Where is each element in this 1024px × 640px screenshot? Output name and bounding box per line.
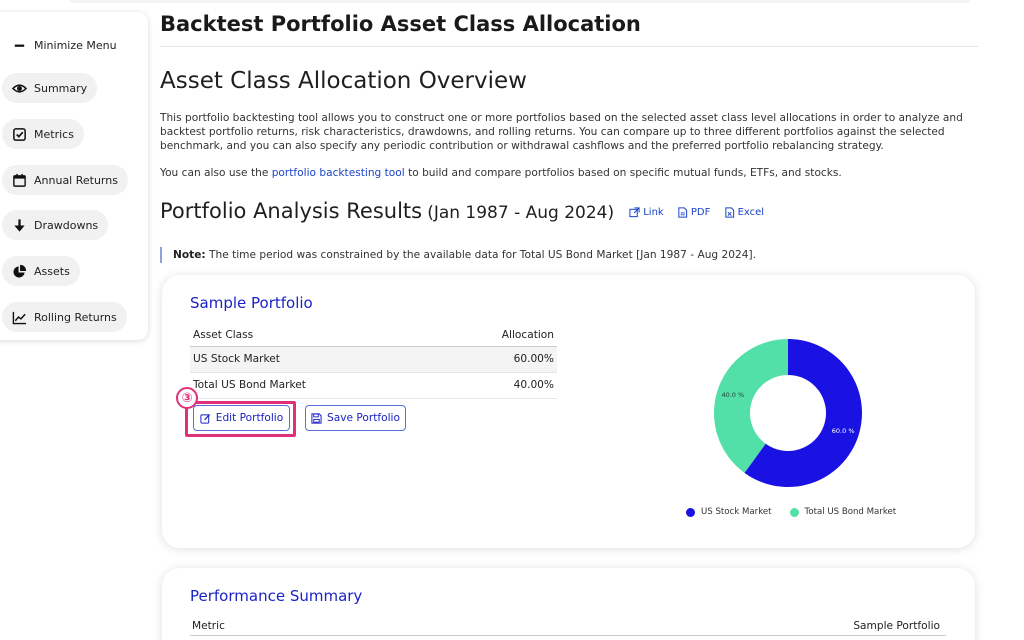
overview-heading: Asset Class Allocation Overview (160, 68, 527, 94)
pdf-file-icon (678, 207, 688, 218)
results-heading: Portfolio Analysis Results (Jan 1987 - A… (160, 199, 774, 223)
sidebar-item-label: Metrics (34, 127, 74, 141)
excel-button[interactable]: Excel (724, 207, 765, 218)
save-icon (311, 412, 322, 424)
col-metric: Metric (192, 620, 225, 632)
portfolio-backtesting-link[interactable]: portfolio backtesting tool (271, 167, 405, 179)
allocation-donut-chart: 60.0 % 40.0 % (714, 339, 862, 487)
sidebar-item-assets[interactable]: Assets (2, 256, 80, 286)
save-portfolio-button[interactable]: Save Portfolio (305, 405, 406, 431)
edit-portfolio-button[interactable]: Edit Portfolio (193, 405, 290, 431)
allocation-cell: 40.00% (436, 372, 557, 399)
tool-paragraph-text: You can also use the (160, 167, 272, 179)
sidebar-item-label: Minimize Menu (34, 38, 117, 52)
edit-button-highlight (185, 401, 296, 437)
link-label: Link (643, 207, 664, 218)
edit-icon (200, 413, 210, 424)
allocation-table: Asset Class Allocation US Stock Market 6… (190, 324, 557, 399)
asset-cell: US Stock Market (190, 346, 437, 373)
checkbox-icon (10, 125, 28, 143)
sidebar-item-label: Annual Returns (34, 173, 118, 187)
results-date-range: (Jan 1987 - Aug 2024) (427, 203, 615, 223)
donut-slice-stock[interactable] (744, 339, 862, 487)
eye-icon (10, 79, 28, 97)
export-links: Link PDF Excel (629, 207, 774, 221)
results-title: Portfolio Analysis Results (160, 199, 423, 223)
table-header-row: Asset Class Allocation (190, 324, 557, 347)
sidebar-item-minimize-menu[interactable]: Minimize Menu (2, 30, 127, 60)
sidebar-item-drawdowns[interactable]: Drawdowns (2, 210, 109, 240)
legend-dot (686, 507, 695, 517)
col-asset-class: Asset Class (190, 324, 437, 347)
pdf-label: PDF (690, 207, 711, 218)
sidebar-item-label: Assets (34, 264, 70, 278)
legend-label: Total US Bond Market (804, 507, 897, 517)
step-marker: ③ (176, 387, 198, 409)
intro-paragraph: This portfolio backtesting tool allows y… (160, 112, 963, 152)
arrow-down-icon (10, 216, 28, 234)
sidebar-menu: Minimize Menu Summary Metrics Annual Ret… (0, 12, 148, 340)
performance-title: Performance Summary (190, 587, 363, 605)
sidebar-item-metrics[interactable]: Metrics (2, 119, 84, 149)
calendar-icon (10, 171, 28, 189)
chart-legend: US Stock Market Total US Bond Market (686, 507, 914, 517)
sidebar-item-label: Summary (34, 81, 88, 95)
link-button[interactable]: Link (629, 207, 664, 218)
col-allocation: Allocation (436, 324, 557, 347)
save-portfolio-label: Save Portfolio (327, 412, 400, 424)
excel-file-icon (724, 207, 734, 218)
donut-slice-bond[interactable] (714, 339, 788, 473)
sidebar-item-annual-returns[interactable]: Annual Returns (2, 165, 128, 195)
table-row: Total US Bond Market 40.00% (190, 372, 557, 399)
sidebar-item-summary[interactable]: Summary (2, 73, 98, 103)
excel-label: Excel (737, 207, 765, 218)
edit-portfolio-label: Edit Portfolio (215, 412, 284, 424)
line-chart-icon (10, 308, 28, 326)
pie-icon (10, 262, 28, 280)
tool-paragraph-text: to build and compare portfolios based on… (404, 167, 842, 179)
legend-item-bond[interactable]: Total US Bond Market (789, 507, 897, 517)
external-link-icon (629, 207, 640, 218)
note-label: Note: (173, 249, 206, 261)
allocation-cell: 60.00% (436, 346, 557, 373)
note-callout: Note: The time period was constrained by… (160, 247, 756, 263)
pdf-button[interactable]: PDF (677, 207, 710, 218)
title-divider (160, 46, 978, 47)
performance-table-header: Metric Sample Portfolio (190, 618, 946, 636)
sidebar-item-rolling-returns[interactable]: Rolling Returns (2, 302, 127, 332)
note-text: The time period was constrained by the a… (205, 249, 756, 261)
asset-cell: Total US Bond Market (190, 372, 437, 399)
portfolio-title: Sample Portfolio (190, 294, 313, 312)
performance-card (162, 568, 975, 640)
top-scroll-strip (70, 0, 970, 3)
page-title: Backtest Portfolio Asset Class Allocatio… (160, 12, 641, 36)
donut-data-label: 40.0 % (721, 391, 744, 399)
legend-dot (789, 507, 799, 517)
sidebar-item-label: Drawdowns (34, 218, 99, 232)
sidebar-item-label: Rolling Returns (34, 310, 117, 324)
table-row: US Stock Market 60.00% (190, 346, 557, 373)
tool-paragraph: You can also use the portfolio backtesti… (160, 166, 970, 180)
col-sample-portfolio: Sample Portfolio (853, 620, 940, 632)
legend-label: US Stock Market (701, 507, 772, 517)
donut-data-label: 60.0 % (832, 427, 855, 435)
minus-icon (10, 36, 28, 54)
legend-item-stock[interactable]: US Stock Market (686, 507, 772, 517)
